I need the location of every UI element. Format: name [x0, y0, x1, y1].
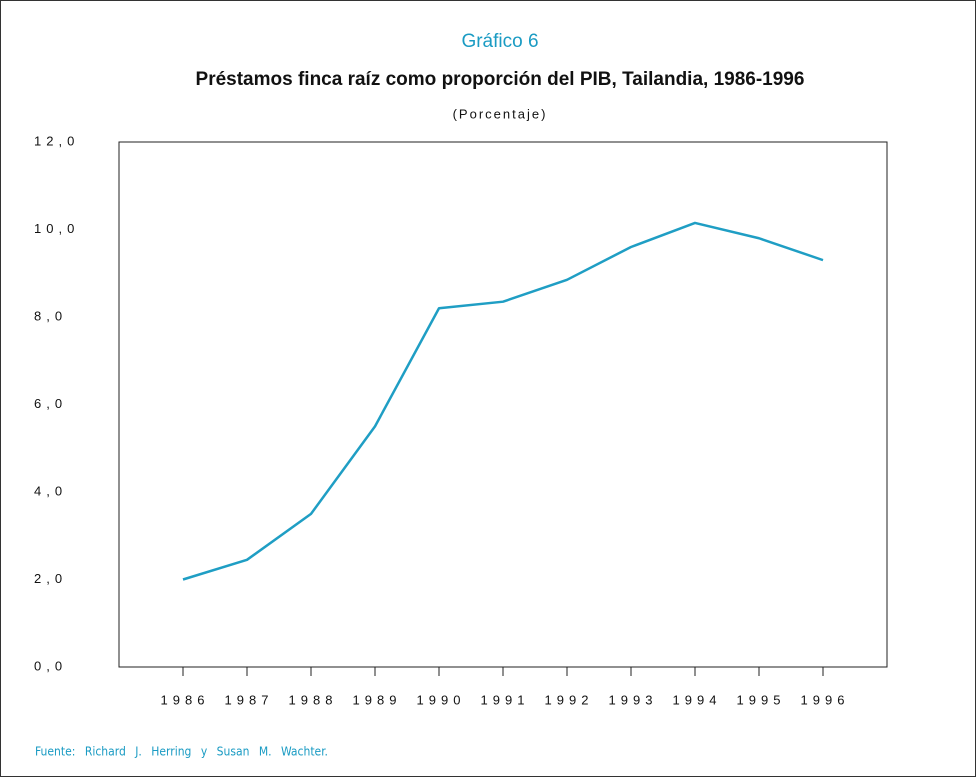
chart-title: Préstamos finca raíz como proporción del…: [196, 69, 805, 90]
x-tick-label: 1992: [545, 692, 594, 707]
x-tick-label: 1996: [801, 692, 850, 707]
x-tick-label: 1989: [353, 692, 402, 707]
plot-area: [118, 141, 888, 668]
x-tick-label: 1993: [609, 692, 658, 707]
y-tick-label: 6,0: [34, 396, 67, 411]
chart-subtitle: (Porcentaje): [453, 106, 548, 121]
x-tick-label: 1986: [161, 692, 210, 707]
y-tick-label: 4,0: [34, 483, 67, 498]
x-tick-label: 1995: [737, 692, 786, 707]
x-tick-label: 1987: [225, 692, 274, 707]
x-tick-label: 1994: [673, 692, 722, 707]
x-tick-label: 1991: [481, 692, 530, 707]
y-tick-label: 10,0: [34, 221, 79, 236]
source-note: Fuente: Richard J. Herring y Susan M. Wa…: [35, 745, 328, 759]
y-tick-label: 0,0: [34, 658, 67, 673]
y-tick-label: 2,0: [34, 571, 67, 586]
x-tick-label: 1988: [289, 692, 338, 707]
chart-label: Gráfico 6: [461, 31, 538, 52]
data-line: [182, 221, 824, 581]
y-tick-label: 8,0: [34, 308, 67, 323]
y-tick-label: 12,0: [34, 133, 79, 148]
x-tick-label: 1990: [417, 692, 466, 707]
